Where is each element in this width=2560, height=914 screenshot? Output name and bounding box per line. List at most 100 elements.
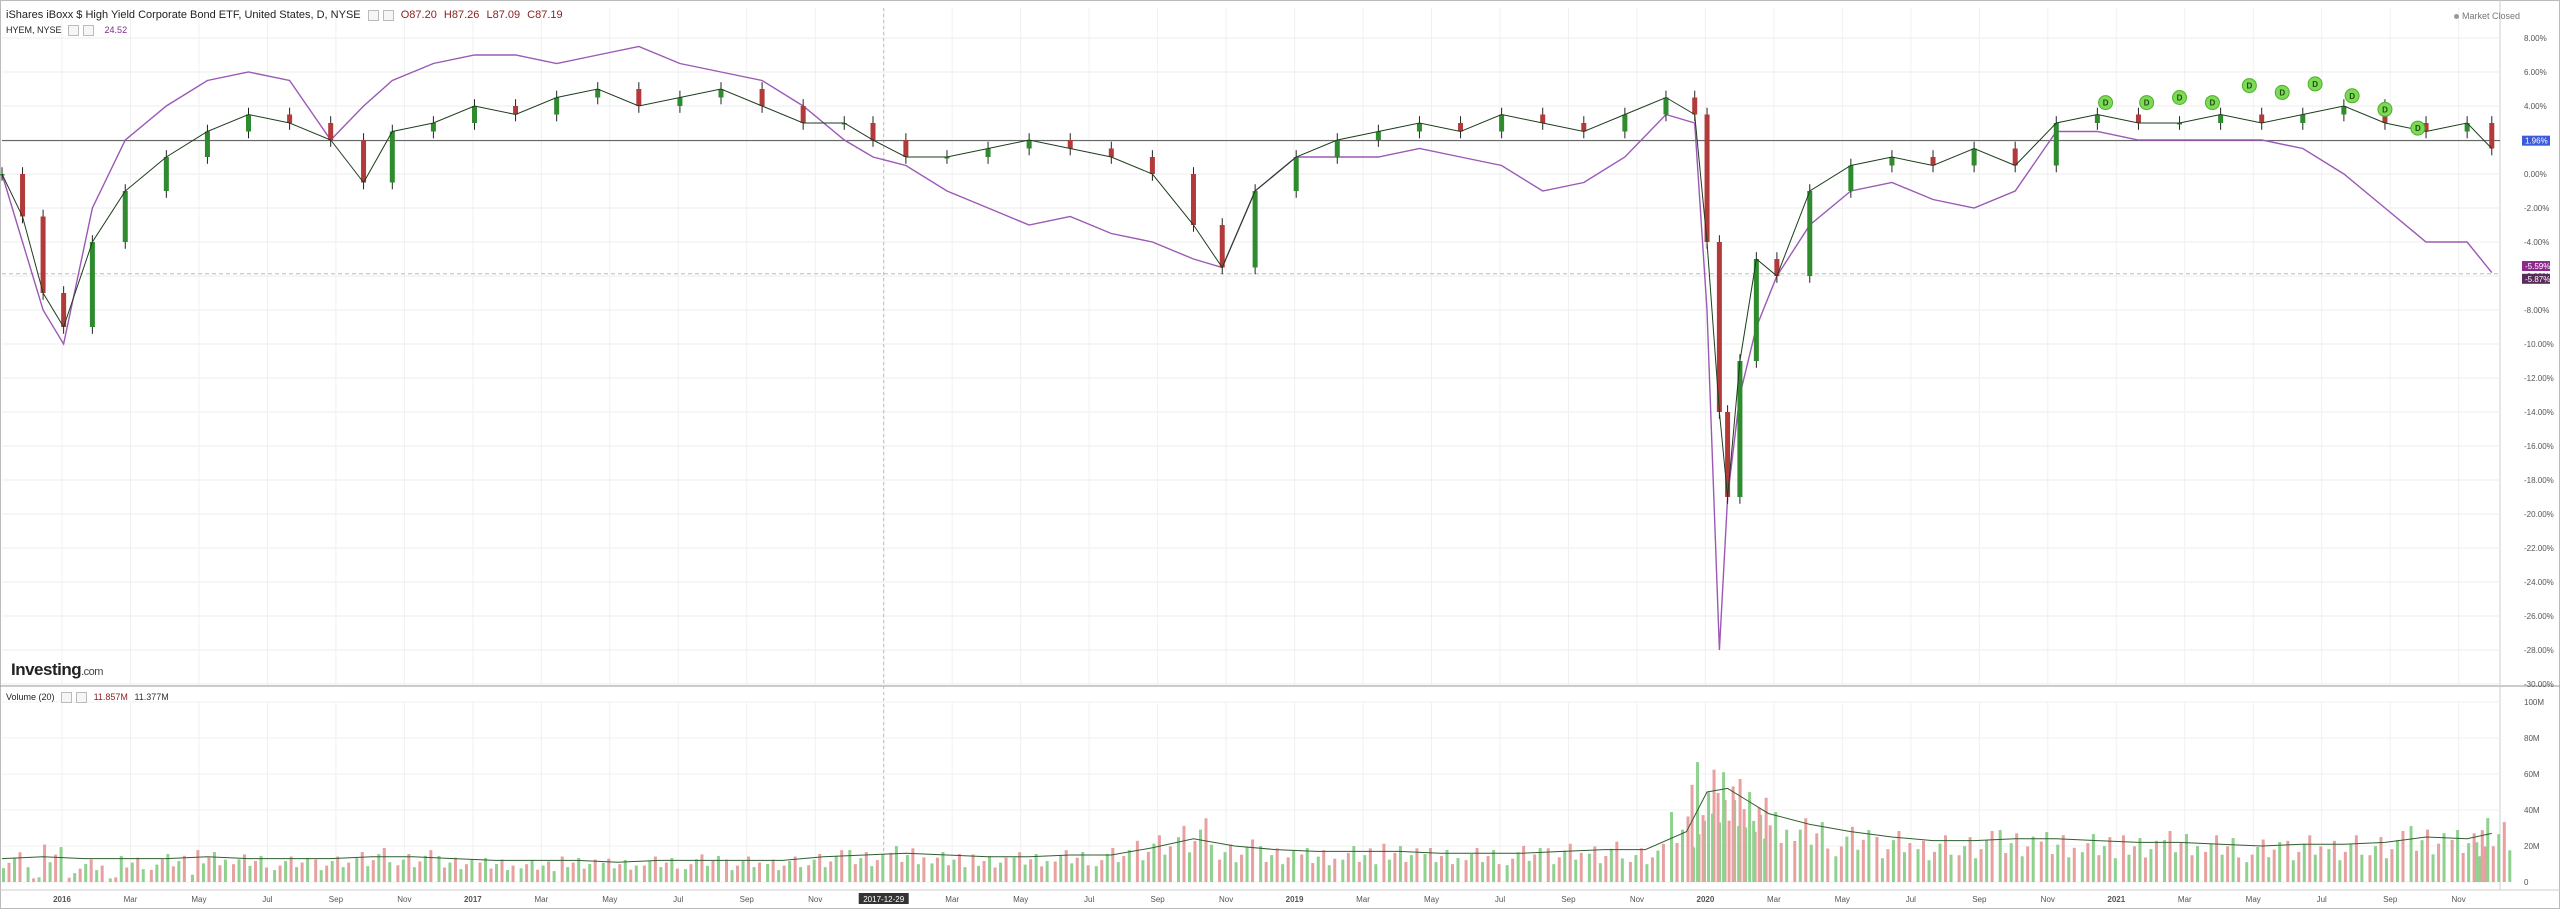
volume-bar	[2308, 835, 2312, 882]
dividend-marker	[2344, 88, 2360, 104]
volume-bar	[1209, 844, 1213, 882]
volume-bar	[295, 867, 299, 882]
dividend-marker-label: D	[2415, 124, 2421, 133]
volume-bar	[125, 867, 129, 882]
volume-bar	[2015, 833, 2019, 882]
dividend-marker	[2139, 95, 2155, 111]
volume-bar	[1481, 862, 1485, 882]
x-tick-label: Jul	[1084, 895, 1094, 904]
low-value: L87.09	[486, 9, 521, 21]
volume-bar	[2475, 842, 2479, 882]
x-tick-label: Jul	[2317, 895, 2327, 904]
volume-bar	[848, 850, 852, 882]
volume-bar	[741, 861, 745, 882]
volume-bar	[1240, 854, 1244, 882]
x-tick-label: Mar	[1356, 895, 1370, 904]
volume-bar	[999, 862, 1003, 882]
volume-bar	[1701, 815, 1705, 882]
volume-bar	[2478, 856, 2482, 882]
volume-bar	[1081, 852, 1085, 882]
volume-bar	[664, 862, 668, 882]
compare-price-tag-label: -5.87%	[2525, 275, 2550, 284]
volume-bar	[2204, 851, 2208, 882]
market-status: Market Closed	[2453, 11, 2520, 21]
volume-bar	[922, 857, 926, 882]
candle-body	[2423, 123, 2429, 132]
x-tick-label: May	[602, 895, 617, 904]
volume-bar	[1880, 858, 1884, 882]
candle-body	[1190, 174, 1196, 225]
volume-bar	[1527, 860, 1531, 882]
volume-bar	[2020, 856, 2024, 882]
volume-bar	[1434, 862, 1438, 882]
volume-bar	[1012, 857, 1016, 882]
x-tick-label: Sep	[740, 895, 755, 904]
volume-bar	[582, 868, 586, 882]
candle-body	[1581, 123, 1587, 132]
candle-body	[677, 97, 683, 106]
candle-body	[1499, 114, 1505, 132]
volume-bar	[1779, 842, 1783, 882]
x-tick-label: 2021	[2107, 895, 2125, 904]
volume-bar	[952, 859, 956, 882]
volume-bar	[2009, 843, 2013, 882]
volume-bar	[114, 877, 118, 882]
y-tick-label: -30.00%	[2524, 680, 2554, 689]
volume-bar	[2220, 854, 2224, 882]
volume-bar	[2031, 836, 2035, 882]
candle-body	[2053, 123, 2059, 166]
volume-bar	[1281, 864, 1285, 882]
volume-bar	[1245, 847, 1249, 882]
volume-bar	[957, 853, 961, 882]
volume-bar	[648, 861, 652, 882]
y-tick-label: -26.00%	[2524, 612, 2554, 621]
y-tick-label: 8.00%	[2524, 34, 2547, 43]
volume-bar	[32, 878, 36, 882]
dividend-marker	[2410, 120, 2426, 136]
volume-bar	[1516, 852, 1520, 882]
volume-bar	[201, 863, 205, 882]
volume-bar	[73, 873, 77, 882]
volume-bar	[2313, 854, 2317, 882]
volume-bar	[1731, 786, 1735, 882]
compare-settings-icon[interactable]	[68, 25, 80, 37]
volume-bar	[736, 865, 740, 882]
volume-bar	[1609, 848, 1613, 882]
volume-bar	[212, 852, 216, 882]
volume-bar	[1579, 852, 1583, 882]
x-tick-label: 2019	[1286, 895, 1304, 904]
volume-bar	[1135, 840, 1139, 882]
volume-bar	[259, 856, 263, 882]
price-series-line	[1, 88, 2493, 498]
volume-bar	[1428, 848, 1432, 882]
volume-bar	[182, 855, 186, 882]
volume-close-icon[interactable]	[76, 692, 88, 704]
volume-settings-icon[interactable]	[61, 692, 73, 704]
volume-bar	[552, 871, 556, 882]
volume-bar	[1670, 812, 1674, 882]
compare-close-icon[interactable]	[83, 25, 95, 37]
x-tick-label: Sep	[329, 895, 344, 904]
volume-bar	[1023, 864, 1027, 882]
volume-bar	[2415, 850, 2419, 882]
volume-bar	[1034, 854, 1038, 882]
candle-body	[1692, 97, 1698, 115]
volume-bar	[1409, 855, 1413, 882]
volume-bar	[2390, 849, 2394, 882]
volume-bar	[2272, 849, 2276, 882]
dividend-marker-label: D	[2144, 99, 2150, 108]
legend-close-icon[interactable]	[382, 9, 394, 21]
volume-bar	[2360, 854, 2364, 882]
volume-bar	[2127, 854, 2131, 882]
legend-settings-icon[interactable]	[367, 9, 379, 21]
volume-bar	[1661, 843, 1665, 882]
volume-bar	[155, 864, 159, 882]
volume-bar	[2174, 852, 2178, 882]
candle-body	[2300, 114, 2306, 123]
volume-bar	[2332, 840, 2336, 882]
volume-bar	[2113, 858, 2117, 882]
volume-ma-line	[1, 787, 2492, 863]
volume-bar	[807, 865, 811, 882]
